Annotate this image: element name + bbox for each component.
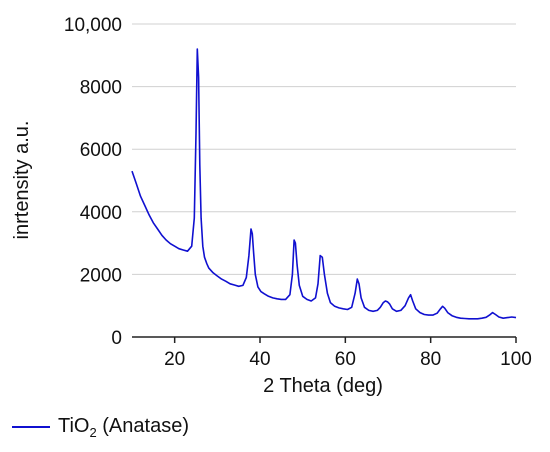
y-tick-label: 8000 — [80, 78, 122, 99]
legend-label-suffix: (Anatase) — [96, 414, 189, 437]
y-tick-label: 2000 — [80, 265, 122, 286]
x-tick-labels: 20 40 60 80 100 — [164, 349, 532, 370]
legend-label-main: TiO — [58, 414, 90, 437]
grid-lines — [132, 23, 516, 275]
y-tick-label: 10,000 — [64, 15, 122, 36]
y-tick-label: 4000 — [80, 203, 122, 224]
x-tick-label: 80 — [420, 349, 441, 370]
y-axis-title: inrtensity a.u. — [11, 121, 33, 240]
x-tick-label: 40 — [249, 349, 270, 370]
legend-label-subscript: 2 — [89, 424, 97, 440]
legend-swatch — [12, 426, 50, 428]
y-tick-labels: 0 2000 4000 6000 8000 10,000 — [64, 15, 122, 349]
y-tick-label: 6000 — [80, 140, 122, 161]
legend: TiO2 (Anatase) — [12, 414, 189, 440]
x-tick-label: 100 — [500, 349, 532, 370]
y-tick-label: 0 — [111, 328, 122, 349]
legend-label: TiO2 (Anatase) — [58, 415, 189, 440]
x-tick-label: 60 — [335, 349, 356, 370]
x-ticks — [173, 337, 517, 343]
chart: 0 2000 4000 6000 8000 10,000 20 40 60 80 100 2 Th… — [11, 15, 532, 397]
x-axis-title: 2 Theta (deg) — [263, 375, 383, 397]
x-tick-label: 20 — [164, 349, 185, 370]
series-line-tio2-anatase — [131, 48, 517, 320]
